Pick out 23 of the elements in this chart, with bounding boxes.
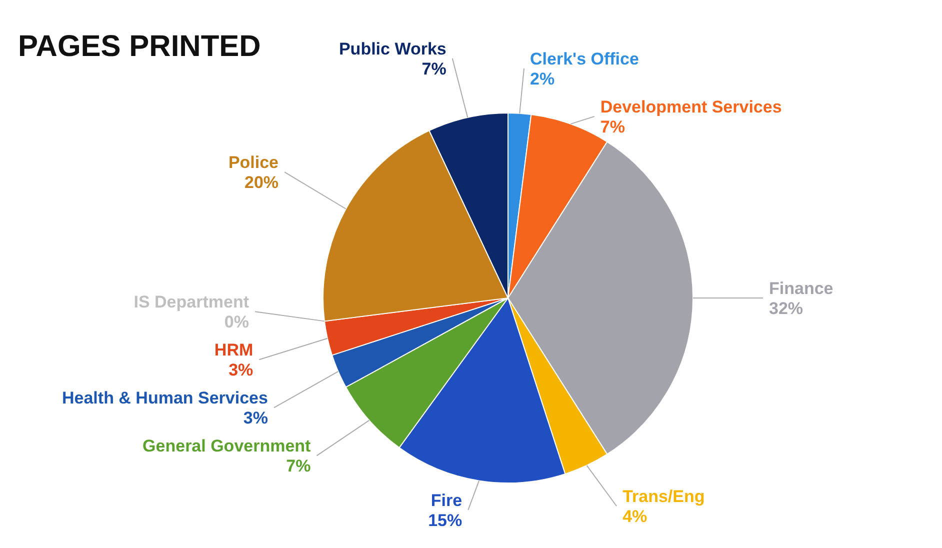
data-label: 7% (600, 117, 625, 136)
slice-label: HRM (214, 340, 254, 360)
data-label: 32% (769, 299, 804, 318)
data-label: 3% (243, 408, 268, 428)
data-label: 7% (286, 456, 311, 476)
data-label: 20% (244, 173, 279, 192)
data-label: 2% (530, 69, 555, 88)
slice-label: General Government (142, 436, 312, 456)
chart-title: PAGES PRINTED (18, 30, 261, 63)
data-label: 15% (428, 511, 462, 530)
slice-label: Police (228, 153, 279, 172)
slice-label: Public Works (338, 39, 446, 58)
slice-label: Trans/Eng (622, 487, 705, 506)
slice-label: Finance (769, 279, 834, 298)
text: 0% (224, 312, 250, 332)
data-label: 4% (622, 507, 648, 526)
data-label: 3% (228, 360, 254, 380)
slice-label: Health & Human Services (62, 388, 268, 408)
slice-label: Clerk's Office (530, 49, 639, 68)
category-label: IS Department (134, 292, 250, 312)
slice-label: Development Services (600, 97, 782, 116)
data-label: 7% (422, 59, 446, 78)
slice-label: Fire (430, 491, 462, 510)
